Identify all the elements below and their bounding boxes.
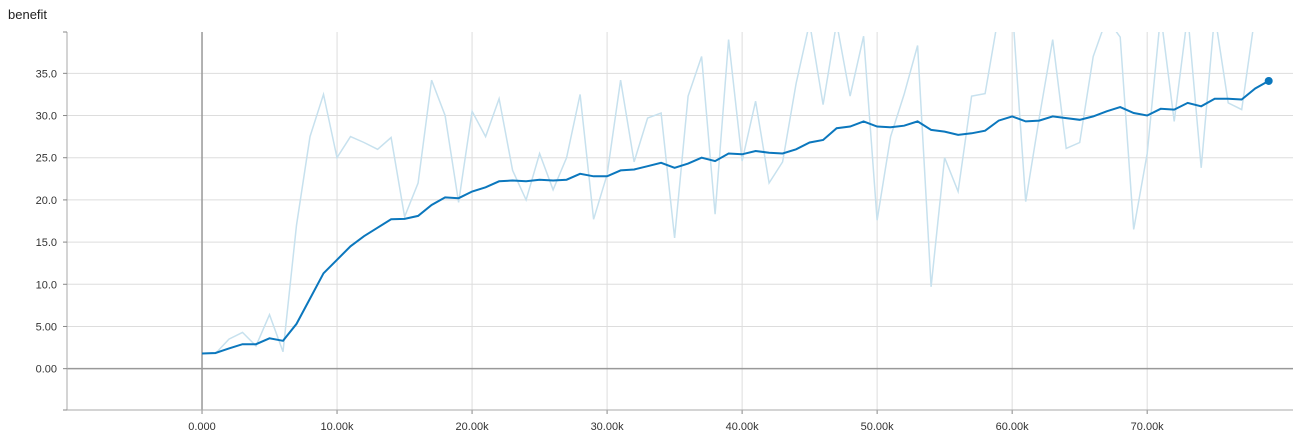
x-tick-label: 20.00k <box>456 421 490 433</box>
y-tick-label: 30.0 <box>36 111 57 123</box>
y-tick-label: 20.0 <box>36 195 57 207</box>
y-tick-label: 5.00 <box>36 321 57 333</box>
chart-title: benefit <box>8 7 48 22</box>
y-tick-label: 0.00 <box>36 364 57 376</box>
y-tick-label: 15.0 <box>36 237 57 249</box>
x-tick-label: 50.00k <box>861 421 895 433</box>
last-data-point[interactable] <box>1264 76 1273 85</box>
y-tick-label: 35.0 <box>36 68 57 80</box>
raw-series-line <box>202 32 1254 355</box>
tick-labels: 0.000 10.00k 20.00k 30.00k 40.00k 50.00k 60.00… <box>36 68 1165 433</box>
grid-lines <box>67 32 1293 410</box>
x-tick-label: 60.00k <box>996 421 1030 433</box>
x-tick-label: 30.00k <box>591 421 625 433</box>
x-tick-label: 70.00k <box>1131 421 1165 433</box>
series <box>201 32 1273 355</box>
x-tick-label: 10.00k <box>321 421 355 433</box>
smoothed-series-line <box>201 80 1270 355</box>
x-tick-label: 0.000 <box>188 421 216 433</box>
x-tick-label: 40.00k <box>726 421 760 433</box>
axes <box>63 31 1293 414</box>
y-tick-label: 10.0 <box>36 279 57 291</box>
y-tick-label: 25.0 <box>36 153 57 165</box>
